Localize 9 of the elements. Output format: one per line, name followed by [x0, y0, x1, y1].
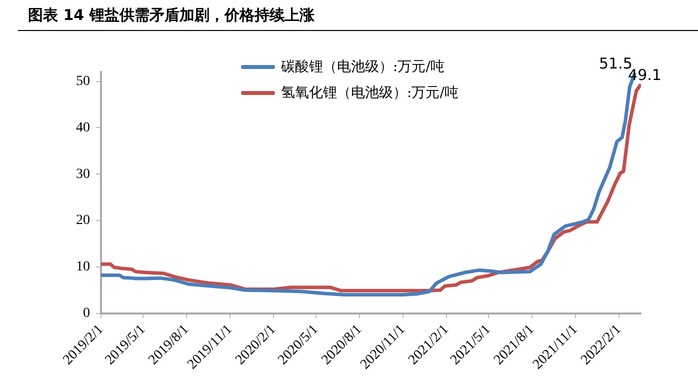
y-tick-label: 30	[76, 166, 90, 182]
y-tick-label: 20	[76, 213, 90, 228]
legend-label: 氢氧化锂（电池级）:万元/吨	[281, 84, 458, 102]
legend-label: 碳酸锂（电池级）:万元/吨	[281, 58, 444, 76]
y-tick-label: 0	[83, 306, 90, 322]
y-tick-label: 50	[76, 74, 90, 89]
y-tick-label: 10	[76, 260, 90, 275]
y-tick-label: 40	[76, 120, 90, 136]
chart-title: 图表 14 锂盐供需矛盾加剧，价格持续上涨	[28, 6, 314, 25]
